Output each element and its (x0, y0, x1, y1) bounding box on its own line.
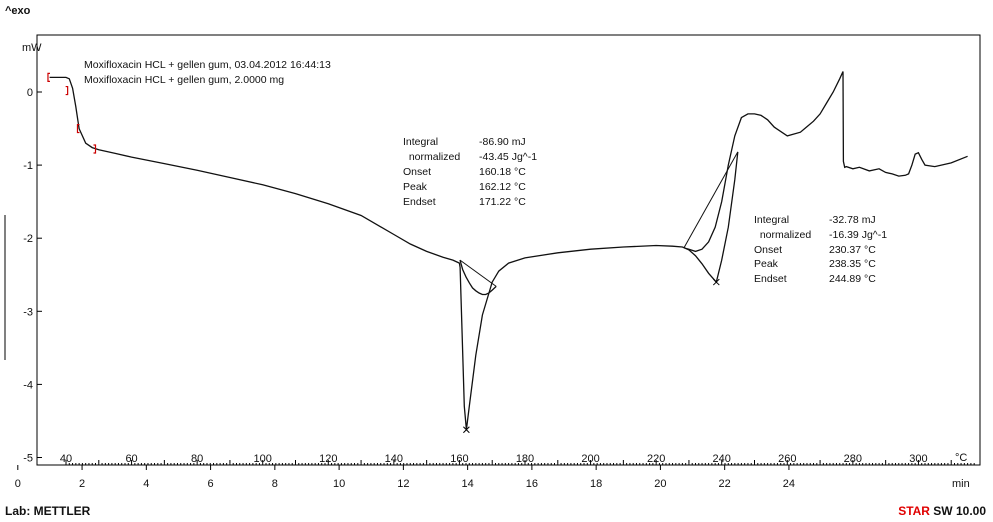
temp-tick-label: 280 (844, 453, 862, 465)
temp-tick-label: 60 (125, 453, 137, 465)
temp-tick-label: 100 (254, 453, 272, 465)
temp-axis-unit-label: °C (955, 452, 967, 464)
y-tick-label: -5 (23, 453, 33, 465)
ann1-label-integral: Integral (403, 136, 438, 148)
legend: Moxifloxacin HCL + gellen gum, 03.04.201… (84, 59, 331, 86)
time-tick-label: 6 (208, 478, 214, 490)
time-tick-label: 4 (143, 478, 149, 490)
time-tick-label: 0 (15, 478, 21, 490)
ann1-value-peak: 162.12 °C (479, 181, 526, 193)
ann2-label-endset: Endset (754, 273, 787, 285)
time-tick-label: 14 (462, 478, 474, 490)
y-tick-label: -4 (23, 379, 33, 391)
ann1-value-normalized: -43.45 Jg^-1 (479, 151, 537, 163)
time-tick-label: 18 (590, 478, 602, 490)
time-tick-label: 20 (654, 478, 666, 490)
temp-tick-label: 160 (450, 453, 468, 465)
y-tick-label: 0 (27, 87, 33, 99)
integration-limit-marker (65, 85, 69, 96)
software-version-label: STAR SW 10.00 (898, 504, 986, 518)
time-tick-label: 24 (783, 478, 795, 490)
time-tick-label: 16 (526, 478, 538, 490)
time-tick-label: 8 (272, 478, 278, 490)
axes-ticks: 0-1-2-3-4-5 40 60 80 100 120 140 160 180 200 220 24… (15, 87, 975, 490)
temp-tick-label: 40 (60, 453, 72, 465)
time-tick-label: 12 (397, 478, 409, 490)
ann1-label-normalized: normalized (403, 151, 460, 163)
y-tick-label: -2 (23, 233, 33, 245)
temp-tick-label: 220 (647, 453, 665, 465)
sw-version-text: SW 10.00 (930, 504, 986, 518)
lab-label: Lab: METTLER (5, 504, 91, 518)
star-logo-text: STAR (898, 504, 930, 518)
temp-tick-label: 200 (581, 453, 599, 465)
ann1-value-endset: 171.22 °C (479, 196, 526, 208)
ann2-label-onset: Onset (754, 244, 782, 256)
ann2-label-peak: Peak (754, 258, 779, 270)
temp-tick-label: 180 (516, 453, 534, 465)
ann2-value-endset: 244.89 °C (829, 273, 876, 285)
ann1-label-peak: Peak (403, 181, 428, 193)
y-tick-label: -1 (23, 160, 33, 172)
legend-line-2: Moxifloxacin HCL + gellen gum, 2.0000 mg (84, 74, 284, 86)
ann1-value-integral: -86.90 mJ (479, 136, 526, 148)
time-tick-label: 22 (719, 478, 731, 490)
time-tick-label: 2 (79, 478, 85, 490)
ann2-value-peak: 238.35 °C (829, 258, 876, 270)
y-tick-label: -3 (23, 306, 33, 318)
temp-tick-label: 240 (713, 453, 731, 465)
exo-direction-label: ^exo (5, 5, 31, 17)
ann1-label-endset: Endset (403, 196, 436, 208)
ann2-value-normalized: -16.39 Jg^-1 (829, 229, 887, 241)
ann1-value-onset: 160.18 °C (479, 166, 526, 178)
temp-tick-label: 260 (778, 453, 796, 465)
peak-marker (712, 278, 720, 286)
peak-fit-curve (683, 151, 739, 284)
integration-limit-marker (76, 123, 80, 134)
annotation-peak-1: Integral -86.90 mJ normalized -43.45 Jg^… (403, 136, 537, 208)
peak-marker (463, 426, 470, 434)
integration-limit-marker (47, 72, 50, 82)
y-axis-unit-label: mW (22, 42, 42, 54)
time-tick-label: 10 (333, 478, 345, 490)
ann2-label-normalized: normalized (754, 229, 811, 241)
ann2-value-integral: -32.78 mJ (829, 214, 876, 226)
temp-tick-label: 80 (191, 453, 203, 465)
integration-baseline (459, 259, 497, 287)
temp-tick-label: 300 (909, 453, 927, 465)
temp-tick-label: 120 (319, 453, 337, 465)
integration-limit-marker (93, 144, 97, 154)
time-axis-unit-label: min (952, 478, 970, 490)
temp-tick-label: 140 (385, 453, 403, 465)
peak-fit-curve (459, 259, 497, 296)
annotation-peak-2: Integral -32.78 mJ normalized -16.39 Jg^… (754, 214, 887, 285)
ann2-value-onset: 230.37 °C (829, 244, 876, 256)
ann2-label-integral: Integral (754, 214, 789, 226)
integration-baseline (683, 151, 739, 248)
legend-line-1: Moxifloxacin HCL + gellen gum, 03.04.201… (84, 59, 331, 71)
ann1-label-onset: Onset (403, 166, 431, 178)
plot-area (47, 71, 968, 434)
